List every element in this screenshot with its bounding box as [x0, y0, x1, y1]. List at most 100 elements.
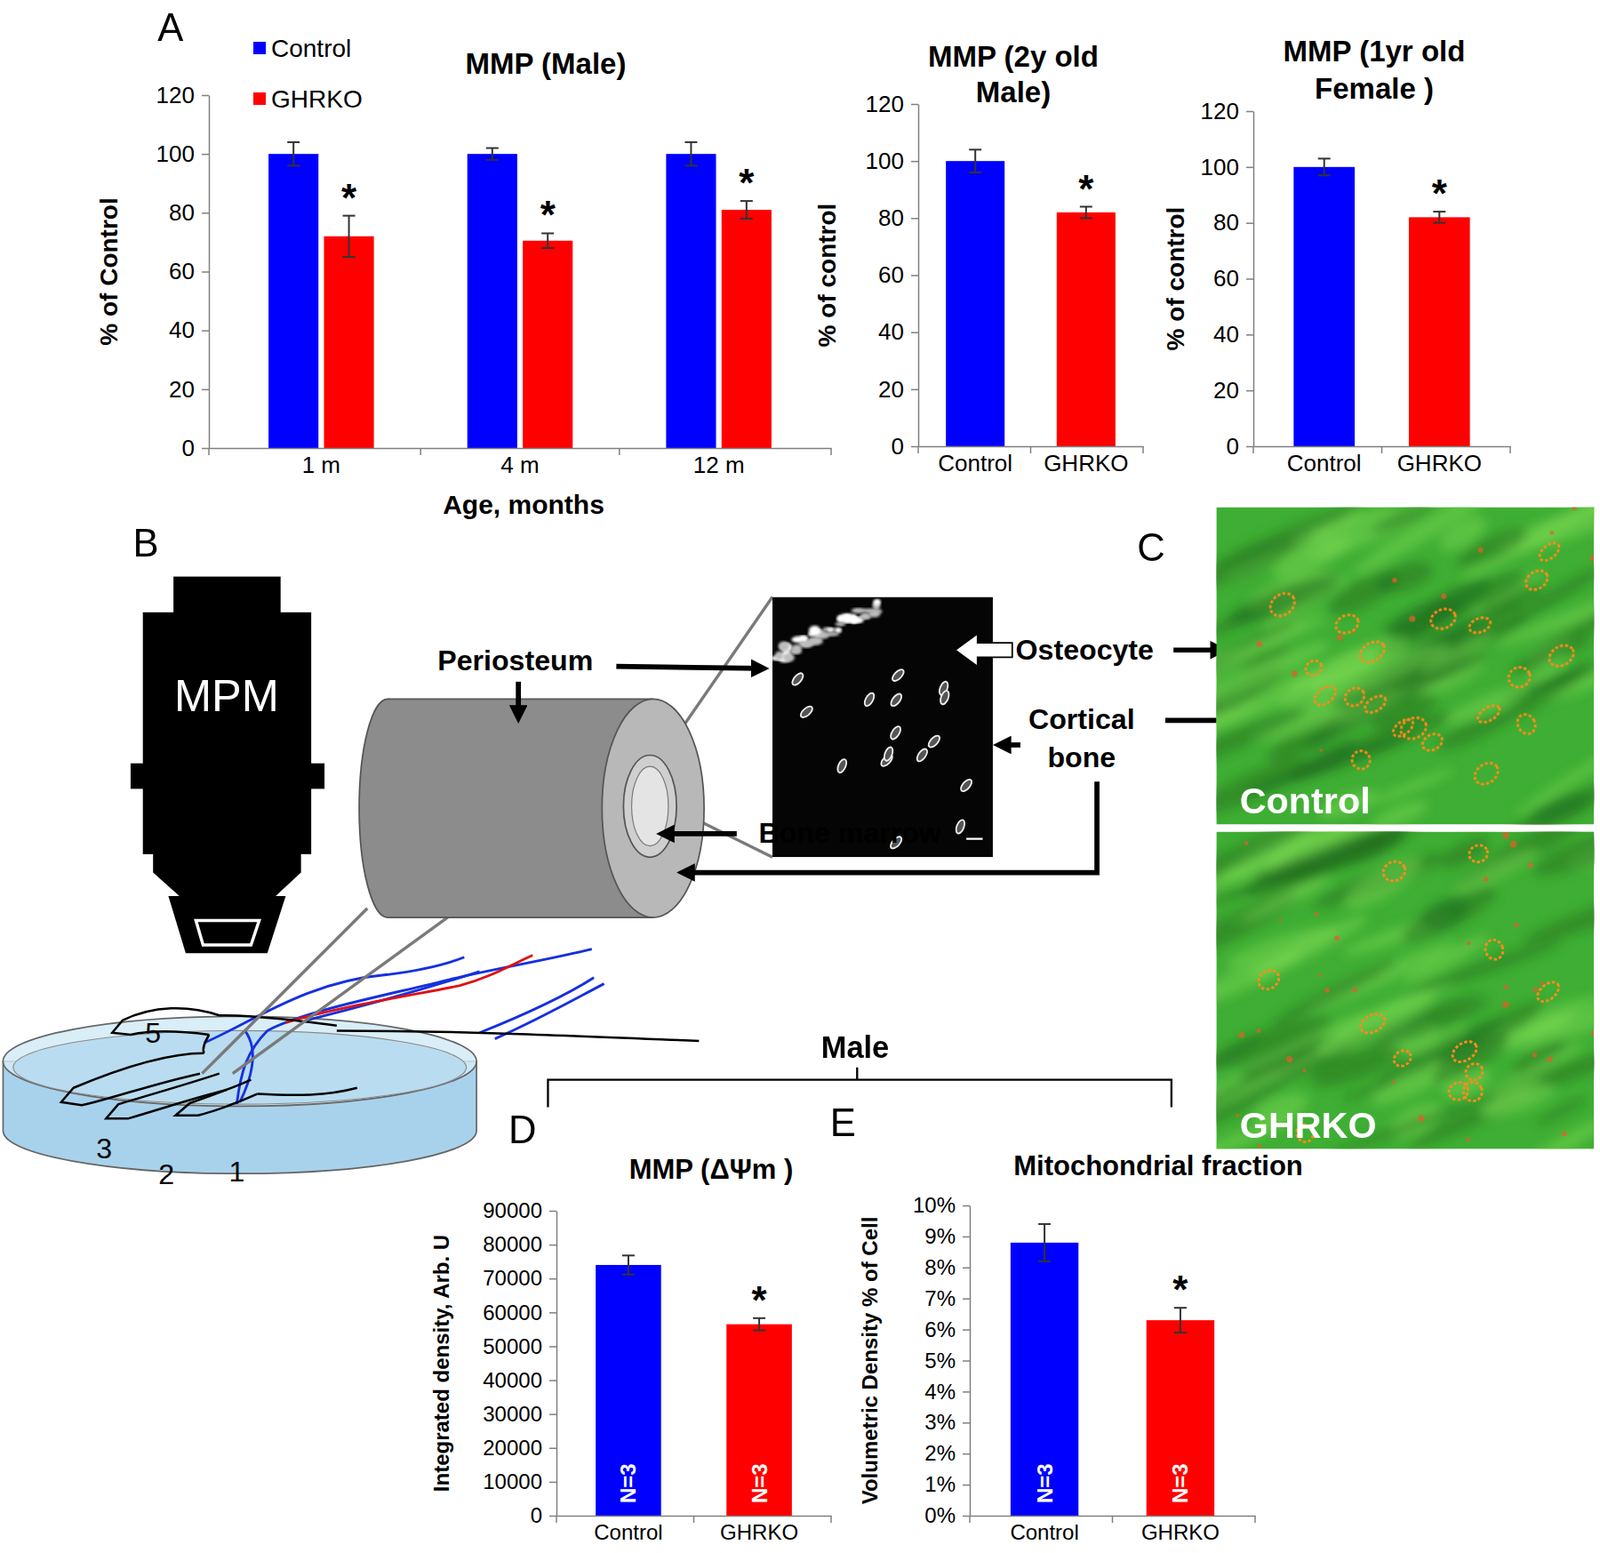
periosteum-signal	[827, 627, 835, 632]
osteocyte-ring	[1311, 681, 1339, 709]
osteocyte-ring	[1419, 730, 1446, 754]
x-tick-label: Control	[1009, 1520, 1079, 1544]
diagram-label: Periosteum	[437, 644, 593, 677]
y-axis-title: Integrated density, Arb. U	[429, 1234, 454, 1492]
red-speck	[1392, 1080, 1396, 1084]
digit-label: 1	[228, 1155, 245, 1188]
y-tick: 40	[1213, 320, 1254, 348]
panel-label: E	[830, 1101, 856, 1144]
bar	[945, 160, 1005, 447]
arrow	[1001, 742, 1021, 748]
bar	[1146, 1320, 1215, 1516]
arrow	[616, 666, 760, 669]
y-tick: 40000	[482, 1368, 557, 1392]
scale-bar	[966, 837, 983, 840]
red-speck	[1510, 840, 1518, 848]
y-tick: 40	[168, 316, 209, 344]
diagram: 5321MPMPeriosteumOsteocyteCorticalboneBo…	[2, 6, 1600, 1191]
red-speck	[1324, 987, 1330, 993]
error-bar-cap	[1318, 157, 1331, 160]
red-speck	[1408, 616, 1416, 623]
osteocyte-ring	[1348, 747, 1374, 773]
x-tick-label: 4 m	[500, 451, 539, 479]
error-bar	[1318, 158, 1331, 176]
nerve	[236, 949, 592, 1104]
red-speck	[1465, 1137, 1471, 1143]
category-separator	[1254, 1515, 1256, 1523]
plot-marks	[945, 149, 1116, 447]
nerve	[305, 971, 480, 1021]
y-tick-mark	[549, 1210, 557, 1213]
y-tick-label: 120	[1200, 97, 1240, 125]
marrow	[632, 766, 669, 847]
y-tick-label: 0%	[924, 1503, 956, 1528]
osteocyte-signal	[938, 689, 951, 706]
y-tick-mark	[201, 271, 209, 273]
bar	[1293, 167, 1355, 447]
y-tick: 0	[182, 434, 209, 462]
y-tick: 2%	[924, 1440, 970, 1465]
y-tick: 3%	[924, 1409, 970, 1434]
vessel	[285, 954, 533, 1023]
y-tick-label: 3%	[924, 1409, 956, 1434]
objective-lens	[195, 920, 259, 945]
y-tick: 70000	[482, 1265, 557, 1290]
osteocyte-ring	[1357, 1010, 1388, 1038]
category-separator	[1381, 446, 1384, 454]
red-speck	[1392, 577, 1398, 584]
chart: *020406080100120ControlGHRKOMMP (2y oldM…	[813, 40, 1144, 477]
x-tick-label: GHRKO	[1397, 449, 1482, 477]
y-tick-label: 2%	[924, 1440, 956, 1465]
fluorescence-image	[1216, 507, 1594, 825]
osteocyte-signal	[959, 777, 975, 793]
error-bar-cap	[486, 159, 499, 161]
y-axis: 0100002000030000400005000060000700008000…	[482, 1198, 557, 1528]
microscope-label: MPM	[174, 670, 280, 721]
chart: N=3*N=3010000200003000040000500006000070…	[429, 1153, 832, 1544]
error-bar-stem	[348, 216, 351, 257]
fluorescence-image	[1216, 832, 1594, 1150]
osteocyte-signal	[799, 704, 815, 720]
error-bar-cap	[684, 141, 697, 144]
error-bar-stem	[689, 142, 692, 166]
periosteum-signal	[835, 622, 847, 627]
periosteum-signal	[783, 653, 795, 663]
tissue-streak	[1505, 776, 1594, 825]
error-bar-stem	[1043, 1224, 1046, 1262]
osteocyte-signal	[882, 745, 895, 762]
y-tick: 80	[878, 204, 919, 232]
y-tick-label: 0	[182, 434, 195, 462]
osteocyte-ring	[1303, 657, 1325, 679]
red-speck	[1244, 840, 1249, 846]
error-bar-stem	[491, 148, 494, 160]
paw-drawing	[61, 949, 699, 1120]
nerve	[480, 977, 595, 1033]
chart: *020406080100120ControlGHRKOMMP (1yr old…	[1161, 34, 1512, 477]
periosteum-signal	[838, 613, 857, 624]
x-tick-label: GHRKO	[1141, 1520, 1220, 1544]
osteocyte-ring	[1448, 1037, 1480, 1066]
y-tick: 40	[878, 318, 919, 345]
error-bar-stem	[292, 142, 295, 166]
osteocyte-ring	[1265, 588, 1299, 621]
x-tick: 1 m	[302, 451, 341, 479]
error-bar	[1174, 1307, 1187, 1333]
y-tick-mark	[962, 1236, 970, 1239]
legend-swatch	[253, 92, 266, 105]
osteocyte-ring	[1255, 966, 1283, 993]
x-tick: 4 m	[500, 451, 539, 479]
y-tick-mark	[201, 153, 209, 156]
x-tick: Control	[1287, 449, 1362, 477]
red-speck	[1314, 912, 1320, 917]
y-tick-mark	[962, 1453, 970, 1456]
y-tick-mark	[911, 446, 919, 448]
y-axis-title: % of control	[813, 203, 841, 348]
tissue-streak	[1520, 883, 1594, 952]
x-axis: ControlGHRKO	[918, 446, 1144, 477]
category-separator	[1509, 446, 1512, 454]
red-speck	[1317, 973, 1321, 977]
y-axis-title: Volumetric Density % of Cell	[857, 1216, 882, 1505]
error-bar-cap	[1318, 174, 1331, 176]
y-tick-mark	[911, 160, 919, 163]
periosteum-signal	[834, 627, 842, 633]
